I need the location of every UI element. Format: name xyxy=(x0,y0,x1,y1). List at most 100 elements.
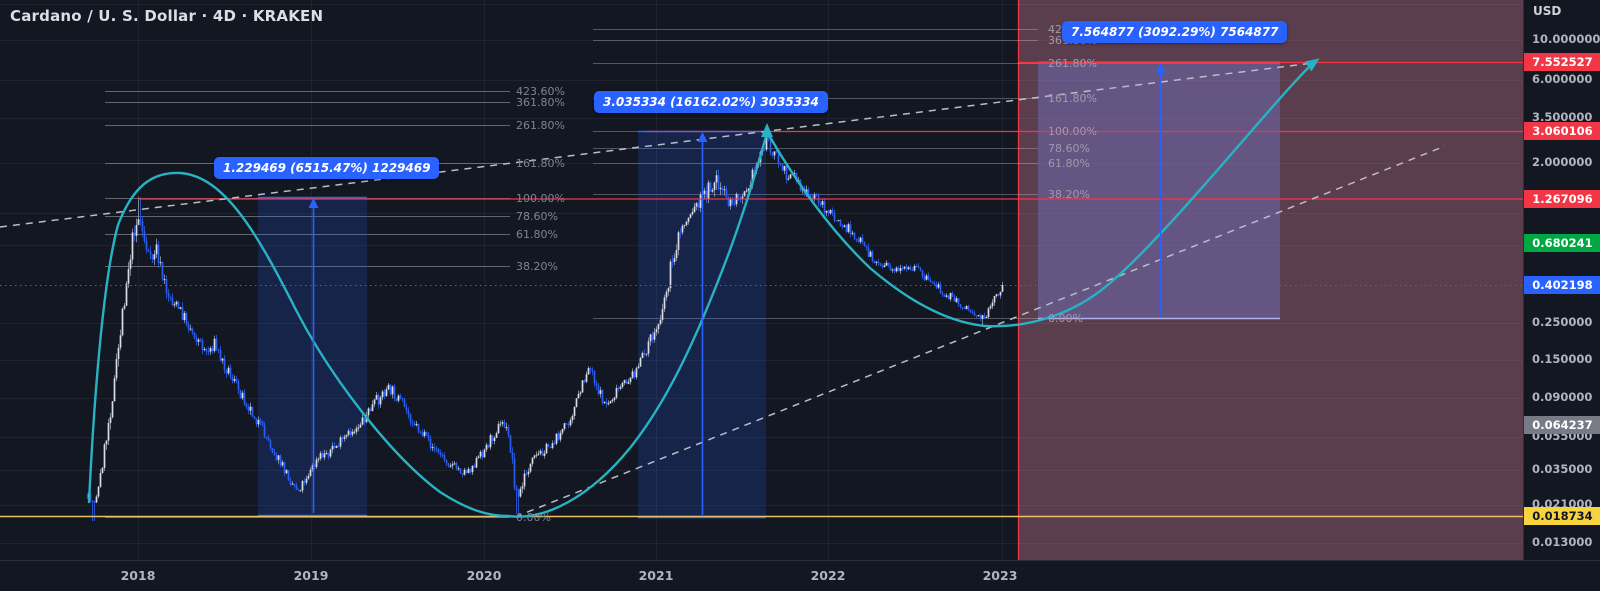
measurement-callout-3[interactable]: 7.564877 (3092.29%) 7564877 xyxy=(1062,21,1288,43)
candle-body xyxy=(387,384,390,390)
candle-body xyxy=(927,275,930,281)
candle-body xyxy=(367,408,370,416)
candle-body xyxy=(273,452,276,455)
candle-body xyxy=(171,297,174,306)
candle-body xyxy=(429,438,432,448)
candle-body xyxy=(593,371,596,384)
candle-body xyxy=(633,371,636,378)
candle-body xyxy=(675,249,678,259)
candle-body xyxy=(765,135,768,150)
candle-body xyxy=(853,232,856,239)
candle-body xyxy=(587,368,590,375)
teal-arrowhead xyxy=(761,123,773,137)
candle-body xyxy=(451,464,454,466)
candle-body xyxy=(897,267,900,271)
candle-body xyxy=(973,312,976,316)
candle-body xyxy=(727,197,730,206)
candle-body xyxy=(127,268,130,284)
candle-body xyxy=(923,276,926,280)
candle-body xyxy=(697,203,700,208)
candle-body xyxy=(603,402,606,404)
price-axis-tag: 1.267096 xyxy=(1524,190,1600,208)
teal-arrowhead xyxy=(1304,58,1320,72)
candle-body xyxy=(713,182,716,191)
candle-body xyxy=(983,315,986,318)
candle-body xyxy=(789,174,792,179)
candle-body xyxy=(247,406,250,411)
candle-body xyxy=(987,308,990,318)
candle-body xyxy=(307,475,310,479)
candle-body xyxy=(899,268,902,271)
candle-body xyxy=(573,406,576,416)
candle-body xyxy=(969,309,972,312)
candle-body xyxy=(389,384,392,395)
candle-body xyxy=(823,201,826,213)
measurement-arrowhead xyxy=(697,132,708,142)
candle-body xyxy=(795,173,798,182)
dashed-trendline xyxy=(514,145,1446,518)
candle-body xyxy=(267,437,270,441)
candle-body xyxy=(743,191,746,197)
candle-body xyxy=(981,315,984,319)
candle-body xyxy=(521,486,524,489)
candle-body xyxy=(363,417,366,423)
candle-body xyxy=(157,244,160,263)
candle-body xyxy=(669,261,672,289)
candle-body xyxy=(343,436,346,439)
candle-body xyxy=(447,463,450,467)
candle-body xyxy=(523,473,526,487)
candle-body xyxy=(505,427,508,429)
candle-body xyxy=(173,304,176,306)
candle-body xyxy=(233,379,236,381)
candle-body xyxy=(265,437,268,439)
candle-body xyxy=(835,220,838,222)
price-axis[interactable]: USD 10.000000 6.000000 3.500000 2.000000 0.2… xyxy=(1523,0,1600,560)
candle-body xyxy=(875,261,878,263)
candle-body xyxy=(885,262,888,266)
measurement-callout-1[interactable]: 1.229469 (6515.47%) 1229469 xyxy=(214,157,440,179)
candle-body xyxy=(883,265,886,267)
candle-body xyxy=(399,395,402,398)
candle-body xyxy=(991,302,994,307)
candle-body xyxy=(193,332,196,339)
candle-body xyxy=(613,397,616,400)
candle-body xyxy=(869,251,872,257)
candle-body xyxy=(175,301,178,305)
candle-body xyxy=(525,473,528,475)
candle-body xyxy=(935,284,938,288)
candle-body xyxy=(805,189,808,194)
candle-body xyxy=(679,232,682,234)
candle-body xyxy=(627,382,630,384)
chart-plot-area[interactable] xyxy=(0,0,1523,560)
candle-body xyxy=(405,407,408,411)
candle-body xyxy=(687,217,690,222)
candle-body xyxy=(807,189,810,195)
symbol-legend[interactable]: Cardano / U. S. Dollar · 4D · KRAKEN xyxy=(10,7,324,25)
candle-body xyxy=(977,315,980,317)
candle-body xyxy=(499,423,502,425)
candle-body xyxy=(527,471,530,475)
candle-body xyxy=(91,501,94,503)
candle-body xyxy=(461,473,464,475)
candle-body xyxy=(655,329,658,333)
candle-body xyxy=(783,166,786,171)
candle-body xyxy=(245,403,248,407)
fib-level-label: 261.80% xyxy=(1048,57,1097,70)
candle-body xyxy=(139,219,142,222)
candle-body xyxy=(313,465,316,468)
candle-body xyxy=(421,432,424,437)
price-axis-label: 6.000000 xyxy=(1532,72,1593,86)
candle-body xyxy=(379,397,382,405)
candle-body xyxy=(949,293,952,300)
measurement-callout-2[interactable]: 3.035334 (16162.02%) 3035334 xyxy=(594,91,828,113)
candle-body xyxy=(663,297,666,310)
candle-body xyxy=(889,265,892,271)
candle-body xyxy=(431,447,434,449)
price-axis-label: 3.500000 xyxy=(1532,110,1593,124)
candle-body xyxy=(905,266,908,269)
chart-canvas[interactable]: Cardano / U. S. Dollar · 4D · KRAKEN 423… xyxy=(0,0,1523,560)
candle-body xyxy=(333,445,336,448)
time-axis[interactable]: 2018 2019 2020 2021 2022 2023 xyxy=(0,560,1600,591)
candle-body xyxy=(631,371,634,378)
candle-body xyxy=(771,152,774,156)
